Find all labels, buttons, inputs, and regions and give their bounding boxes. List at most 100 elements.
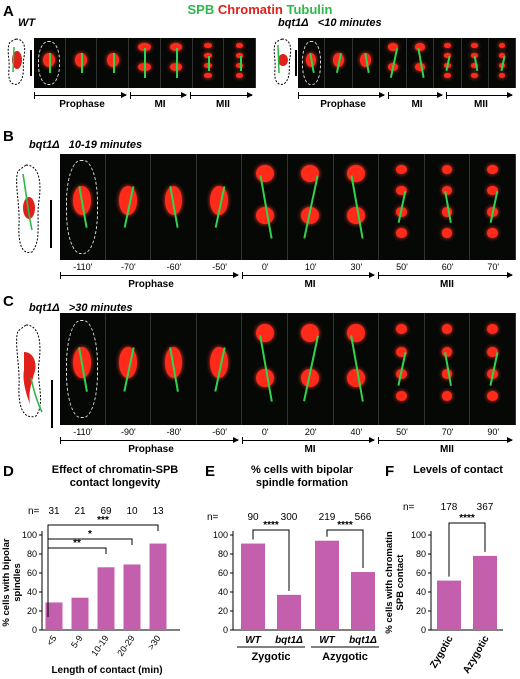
panel-a-wt-image-strip — [34, 38, 256, 88]
chart-e-title-line2: spindle formation — [255, 477, 349, 489]
color-legend: SPB Chromatin Tubulin — [0, 2, 520, 17]
panel-b-time-label: -70' — [121, 262, 136, 272]
chart-f-bar — [473, 555, 497, 630]
panel-a-wt-schematic — [7, 38, 26, 85]
chart-d-sig-bracket — [47, 547, 107, 617]
chart-e-y-tick-label: 0 — [223, 625, 228, 635]
panel-c-image-strip — [60, 313, 516, 425]
chart-e-n-label: n= — [207, 512, 219, 523]
chromatin-blob — [204, 73, 212, 78]
chromatin-blob — [235, 63, 244, 68]
chromatin-blob — [441, 346, 453, 357]
panel-c-genotype: bqt1Δ — [29, 302, 60, 314]
chromatin-blob — [255, 164, 274, 182]
chart-d-x-tick-label: <5 — [45, 633, 59, 647]
panel-c-genotype-row: bqt1Δ >30 minutes — [29, 302, 133, 314]
chart-d-sig-label: *** — [97, 515, 109, 526]
chart-e-title: % cells with bipolar spindle formation — [222, 464, 382, 490]
chart-d-y-tick-label: 100 — [22, 530, 37, 540]
chart-d-x-tick-label: 20-29 — [115, 633, 136, 658]
image-frame — [470, 313, 516, 425]
chart-e-sig-bracket — [326, 529, 364, 569]
chromatin-blob — [235, 73, 244, 78]
panel-b-time-label: -60' — [166, 262, 182, 272]
panel-b-schematic — [16, 164, 41, 253]
chart-e-group-label: Azygotic — [322, 651, 368, 663]
chromatin-blob — [204, 53, 212, 58]
chart-f-x-tick-label: Azygotic — [461, 634, 492, 676]
chromatin-blob — [487, 185, 499, 196]
legend-spb: SPB — [187, 2, 215, 17]
chromatin-blob — [444, 73, 451, 78]
panel-b-genotype-row: bqt1Δ 10-19 minutes — [29, 139, 142, 151]
chart-d-title-line2: contact longevity — [69, 477, 161, 489]
cell-outline — [38, 41, 61, 85]
panel-a-bqt1-schematic — [273, 38, 292, 85]
panel-c-time-label: 70' — [441, 427, 454, 437]
image-frame — [105, 313, 152, 425]
image-frame — [288, 154, 334, 260]
image-frame — [333, 313, 380, 425]
chromatin-blob — [396, 228, 407, 238]
image-frame — [424, 154, 471, 260]
panel-a-bqt1-phase-arrow — [298, 92, 385, 98]
panel-a-condition: <10 minutes — [317, 17, 382, 29]
panel-c-phase-label: MI — [304, 444, 316, 455]
chromatin-blob — [487, 228, 499, 238]
chromatin-blob — [204, 63, 212, 68]
chart-f-y-tick-label: 20 — [416, 606, 426, 616]
chart-f-n-value: 178 — [441, 502, 458, 513]
panel-c-time-label: 50' — [396, 427, 408, 437]
chart-d-bar — [45, 602, 63, 630]
image-frame — [60, 313, 106, 425]
panel-b-time-label: 10' — [304, 262, 317, 272]
panel-b-genotype: bqt1Δ — [29, 139, 60, 151]
chromatin-blob — [487, 391, 499, 402]
chromatin-blob — [346, 324, 365, 343]
panel-c-time-label: -110' — [73, 427, 93, 437]
panel-a-bqt1-phase-label: Prophase — [320, 99, 366, 110]
panel-c-time-label: -90' — [121, 427, 136, 437]
chromatin-blob — [487, 164, 499, 175]
chart-f-bar — [437, 580, 461, 630]
chart-e-y-tick-label: 60 — [218, 568, 228, 578]
chart-e-y-tick-label: 80 — [218, 549, 228, 559]
chart-e-y-tick-label: 100 — [213, 530, 228, 540]
panel-b-letter: B — [3, 128, 14, 145]
panel-b-time-label: 60' — [441, 262, 454, 272]
chart-f-y-tick-label: 0 — [421, 625, 426, 635]
chromatin-blob — [387, 43, 399, 51]
panel-e-letter: E — [205, 463, 216, 480]
panel-a-bqt1-genotype: bqt1Δ <10 minutes — [278, 17, 382, 29]
panel-c-phase-arrow — [378, 437, 513, 443]
chromatin-blob — [498, 43, 506, 48]
chart-e-group-label: Zygotic — [251, 651, 290, 663]
chromatin-blob — [301, 207, 320, 224]
image-frame — [470, 154, 516, 260]
legend-tubulin: Tubulin — [286, 2, 333, 17]
chromatin-blob — [138, 43, 151, 51]
chart-e-n-value: 219 — [319, 512, 336, 523]
chart-f-y-label: % cells with chromatinSPB contact — [385, 531, 406, 634]
panel-b-time-label: -110' — [73, 262, 93, 272]
panel-c-time-label: 0' — [261, 427, 269, 437]
chart-e-x-tick-label: bqt1Δ — [349, 635, 377, 646]
image-frame — [298, 38, 326, 88]
chart-f-y-tick-label: 100 — [411, 530, 426, 540]
chart-e-bar — [351, 572, 375, 630]
image-frame — [242, 154, 288, 260]
chart-e-sig-bracket — [252, 529, 290, 591]
chart-f-sig-bracket — [448, 522, 486, 577]
panel-c-scale-bar — [51, 380, 53, 428]
chart-d-y-tick-label: 80 — [27, 549, 37, 559]
panel-b-scale-bar — [50, 200, 52, 248]
chart-d-sig-label: * — [88, 529, 92, 540]
chart-d-bar — [71, 597, 89, 630]
image-frame — [325, 38, 353, 88]
chromatin-blob — [396, 185, 407, 196]
image-frame — [434, 38, 462, 88]
image-frame — [151, 154, 197, 260]
image-frame — [196, 313, 243, 425]
chart-d-bar — [149, 543, 167, 630]
panel-b-condition: 10-19 minutes — [68, 139, 143, 151]
